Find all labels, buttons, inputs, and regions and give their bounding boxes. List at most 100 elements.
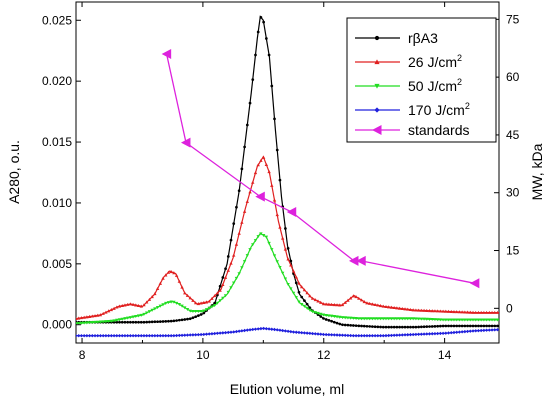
y2-tick-label: 15 xyxy=(506,244,520,258)
series-point-3 xyxy=(392,333,396,337)
standards-point xyxy=(255,191,265,202)
series-point-2 xyxy=(174,301,179,305)
series-point-3 xyxy=(191,333,195,337)
series-point-0 xyxy=(433,324,437,328)
series-point-3 xyxy=(484,328,489,332)
series-point-3 xyxy=(164,333,168,338)
series-point-2 xyxy=(397,317,402,321)
series-point-2 xyxy=(166,301,171,305)
series-point-1 xyxy=(261,155,266,159)
series-point-0 xyxy=(417,325,420,329)
series-point-2 xyxy=(234,276,239,280)
series-point-2 xyxy=(240,266,244,270)
series-point-1 xyxy=(191,298,195,302)
series-point-3 xyxy=(319,332,323,336)
series-point-0 xyxy=(305,302,309,306)
series-point-1 xyxy=(460,310,464,314)
series-point-1 xyxy=(310,296,315,300)
series-point-3 xyxy=(468,329,472,333)
series-point-3 xyxy=(406,333,410,337)
series-point-0 xyxy=(458,324,461,328)
series-point-2 xyxy=(106,319,111,324)
series-point-1 xyxy=(343,300,347,304)
series-point-3 xyxy=(329,333,334,337)
series-point-3 xyxy=(210,332,214,336)
series-point-2 xyxy=(96,320,100,324)
series-point-0 xyxy=(444,324,448,328)
series-point-3 xyxy=(76,333,78,338)
series-point-0 xyxy=(335,321,339,325)
series-point-2 xyxy=(351,316,356,320)
legend-label-170: 170 J/cm2 xyxy=(408,101,470,118)
series-point-0 xyxy=(273,117,276,121)
series-point-3 xyxy=(305,331,309,335)
series-point-0 xyxy=(256,30,260,34)
series-point-0 xyxy=(376,325,380,329)
series-point-3 xyxy=(226,330,230,335)
series-point-3 xyxy=(286,329,290,334)
series-point-2 xyxy=(278,265,282,270)
series-point-2 xyxy=(242,260,247,264)
series-point-2 xyxy=(452,318,456,322)
series-point-1 xyxy=(85,315,89,319)
series-point-2 xyxy=(77,321,81,326)
series-point-0 xyxy=(322,317,325,320)
series-point-2 xyxy=(465,318,470,322)
series-point-3 xyxy=(275,328,279,332)
series-point-0 xyxy=(300,295,304,299)
series-point-2 xyxy=(161,303,165,307)
series-point-1 xyxy=(180,285,184,289)
series-point-2 xyxy=(400,317,405,321)
legend-label-50: 50 J/cm2 xyxy=(408,77,462,94)
series-point-3 xyxy=(476,328,481,333)
series-point-2 xyxy=(164,301,168,305)
series-point-0 xyxy=(172,319,176,323)
series-point-0 xyxy=(188,317,192,321)
series-point-0 xyxy=(406,325,410,329)
series-point-3 xyxy=(378,333,383,338)
series-point-2 xyxy=(218,299,222,303)
series-point-0 xyxy=(436,324,440,328)
series-point-0 xyxy=(349,323,353,327)
series-point-1 xyxy=(425,308,429,312)
series-point-2 xyxy=(487,318,492,322)
series-point-1 xyxy=(123,303,127,307)
series-point-0 xyxy=(398,325,401,329)
series-point-1 xyxy=(422,308,426,312)
series-point-0 xyxy=(148,320,151,324)
series-point-1 xyxy=(455,310,459,314)
series-point-0 xyxy=(123,320,127,324)
series-point-3 xyxy=(256,327,260,331)
series-point-1 xyxy=(221,282,225,287)
series-point-1 xyxy=(327,302,331,306)
series-point-1 xyxy=(76,316,78,321)
series-point-2 xyxy=(387,317,391,321)
series-point-1 xyxy=(77,316,81,320)
y-tick-label: 0.020 xyxy=(42,74,72,88)
series-point-1 xyxy=(430,309,434,313)
series-point-3 xyxy=(487,328,492,332)
series-point-1 xyxy=(207,299,211,303)
series-point-0 xyxy=(186,317,189,321)
series-point-2 xyxy=(482,318,486,322)
y2-tick-label: 60 xyxy=(506,70,520,84)
series-point-0 xyxy=(439,324,442,328)
series-point-2 xyxy=(202,309,206,313)
series-point-3 xyxy=(169,333,173,338)
series-point-3 xyxy=(351,333,356,338)
series-point-2 xyxy=(476,318,481,322)
series-point-3 xyxy=(87,333,92,338)
series-point-3 xyxy=(223,330,228,335)
legend-symbols xyxy=(355,35,400,135)
series-point-2 xyxy=(389,317,394,321)
series-point-3 xyxy=(142,333,146,338)
series-point-3 xyxy=(316,332,320,336)
series-point-2 xyxy=(185,307,190,312)
series-point-1 xyxy=(490,310,494,314)
series-point-2 xyxy=(430,318,434,322)
series-point-3 xyxy=(395,333,399,337)
series-point-0 xyxy=(158,320,162,323)
series-point-1 xyxy=(158,281,162,285)
series-point-3 xyxy=(427,332,432,336)
series-point-1 xyxy=(226,268,230,272)
